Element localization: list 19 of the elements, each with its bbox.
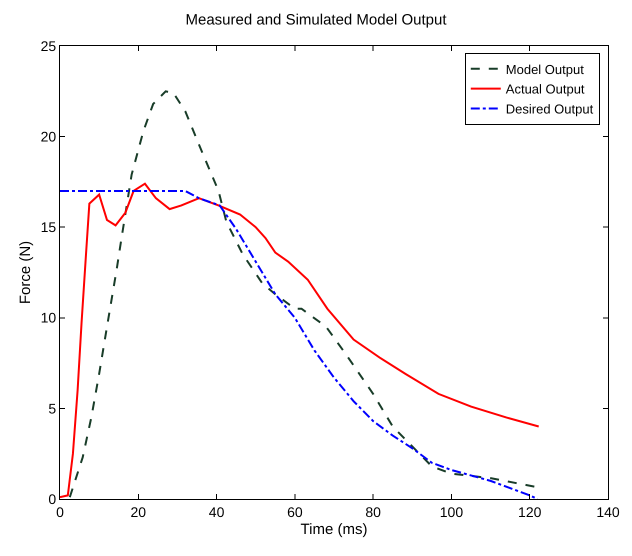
legend-label: Model Output [506, 62, 584, 77]
y-tick-label: 10 [40, 310, 56, 326]
legend-label: Actual Output [506, 82, 585, 97]
y-tick-label: 20 [40, 128, 56, 144]
x-tick-label: 120 [518, 504, 542, 520]
x-tick-label: 40 [208, 504, 225, 520]
x-tick-label: 20 [130, 504, 146, 520]
x-tick-label: 100 [440, 504, 464, 520]
y-axis-title: Force (N) [16, 240, 34, 304]
legend-label: Desired Output [506, 102, 594, 117]
y-tick-label: 0 [48, 490, 56, 507]
x-tick-label: 60 [287, 504, 303, 520]
y-tick-label: 25 [40, 38, 56, 54]
x-axis-title: Time (ms) [300, 520, 368, 538]
y-tick-label: 5 [48, 400, 56, 416]
x-tick-label: 80 [365, 504, 382, 520]
y-tick-label: 15 [40, 219, 56, 236]
chart-title: Measured and Simulated Model Output [186, 11, 448, 28]
x-tick-label: 140 [596, 504, 620, 520]
